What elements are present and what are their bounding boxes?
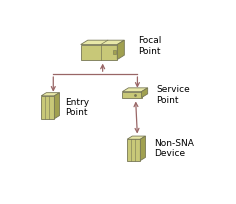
Polygon shape	[142, 88, 148, 98]
Polygon shape	[140, 136, 145, 161]
Polygon shape	[54, 93, 59, 119]
Polygon shape	[81, 45, 117, 60]
Polygon shape	[122, 88, 148, 92]
Polygon shape	[41, 96, 54, 119]
Text: Entry
Point: Entry Point	[65, 97, 89, 117]
Polygon shape	[122, 92, 142, 98]
Polygon shape	[81, 41, 124, 45]
Polygon shape	[41, 93, 59, 96]
Polygon shape	[113, 50, 116, 55]
Text: Service
Point: Service Point	[157, 85, 190, 104]
Text: Non-SNA
Device: Non-SNA Device	[154, 138, 194, 157]
Polygon shape	[127, 140, 140, 161]
Polygon shape	[117, 41, 124, 60]
Text: Focal
Point: Focal Point	[138, 36, 162, 55]
Polygon shape	[127, 136, 145, 140]
